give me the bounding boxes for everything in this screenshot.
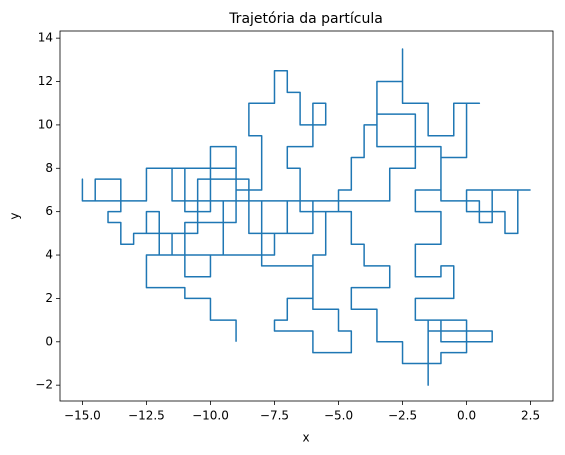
plot-frame	[59, 30, 554, 402]
y-tick-label: 6	[45, 204, 53, 218]
y-axis-label: y	[8, 212, 22, 219]
y-tick-label: 12	[38, 74, 53, 88]
x-tick-label: −7.5	[260, 409, 289, 423]
y-tick-label: 10	[38, 117, 53, 131]
x-tick-label: −2.5	[388, 409, 417, 423]
x-tick-label: −5.0	[324, 409, 353, 423]
x-tick-label: −12.5	[128, 409, 165, 423]
chart-title: Trajetória da partícula	[228, 11, 383, 27]
x-tick-label: −10.0	[192, 409, 229, 423]
trajectory-line	[81, 48, 531, 386]
y-tick-label: 14	[38, 31, 53, 45]
x-axis-label: x	[302, 431, 309, 445]
y-tick-label: 8	[45, 161, 53, 175]
y-tick-label: 2	[45, 291, 53, 305]
x-tick-label: 2.5	[521, 409, 540, 423]
y-tick-label: 0	[45, 334, 53, 348]
y-tick-label: −2	[35, 378, 53, 392]
x-tick-label: 0.0	[457, 409, 476, 423]
y-tick-label: 4	[45, 248, 53, 262]
x-tick-label: −15.0	[64, 409, 101, 423]
